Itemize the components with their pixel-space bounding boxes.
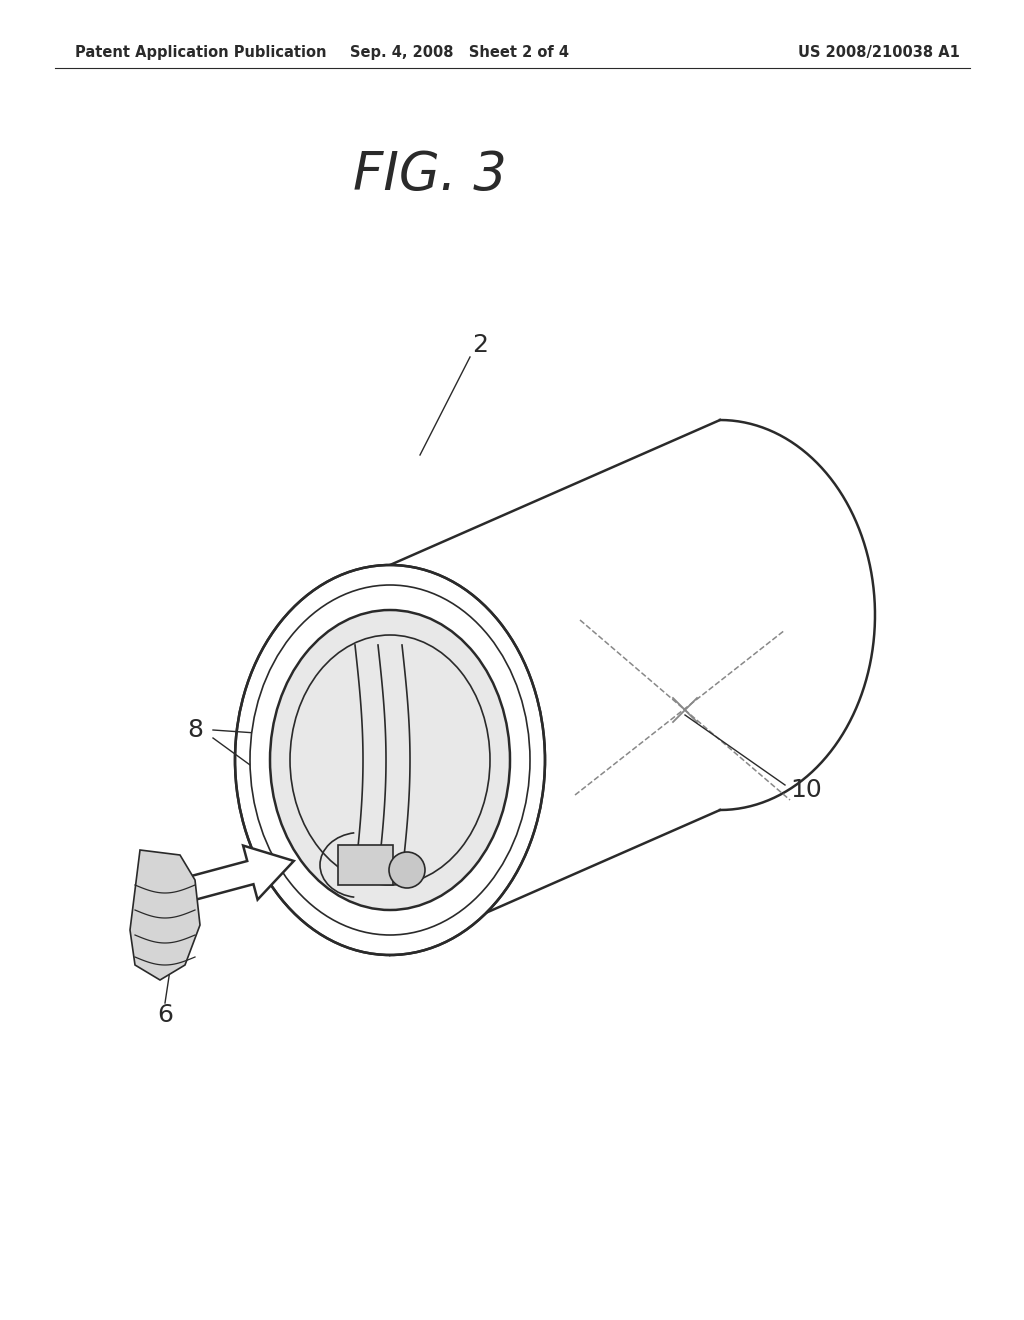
Ellipse shape <box>234 565 545 954</box>
Bar <box>338 845 393 884</box>
Ellipse shape <box>270 610 510 909</box>
Text: Patent Application Publication: Patent Application Publication <box>75 45 327 59</box>
Ellipse shape <box>250 585 530 935</box>
Polygon shape <box>189 846 294 900</box>
Polygon shape <box>390 420 874 954</box>
Ellipse shape <box>234 565 545 954</box>
Text: Sep. 4, 2008   Sheet 2 of 4: Sep. 4, 2008 Sheet 2 of 4 <box>350 45 569 59</box>
Text: 2: 2 <box>472 333 488 356</box>
Polygon shape <box>130 850 200 979</box>
Text: 6: 6 <box>157 1003 173 1027</box>
Circle shape <box>389 851 425 888</box>
Ellipse shape <box>290 635 490 884</box>
Text: FIG. 3: FIG. 3 <box>353 149 507 201</box>
Text: US 2008/210038 A1: US 2008/210038 A1 <box>798 45 961 59</box>
Text: 8: 8 <box>187 718 203 742</box>
Text: 10: 10 <box>790 777 821 803</box>
